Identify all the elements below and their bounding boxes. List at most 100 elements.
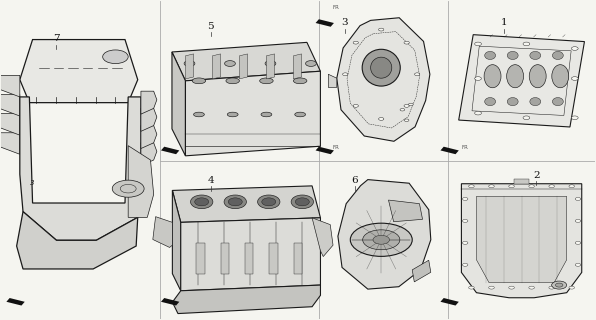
Ellipse shape [260,78,273,84]
Ellipse shape [507,52,518,60]
Polygon shape [240,54,247,79]
Ellipse shape [371,57,392,78]
Text: 6: 6 [352,176,358,185]
Ellipse shape [484,65,501,88]
Circle shape [468,286,474,289]
Ellipse shape [552,65,569,88]
Polygon shape [172,190,181,291]
Polygon shape [337,18,430,141]
Ellipse shape [485,52,496,60]
Circle shape [569,185,575,188]
Circle shape [575,197,581,200]
Circle shape [489,185,494,188]
Polygon shape [172,285,321,314]
Circle shape [462,241,468,244]
Polygon shape [269,243,278,274]
Ellipse shape [262,198,276,206]
Polygon shape [221,243,229,274]
Ellipse shape [485,98,496,106]
Polygon shape [212,54,221,79]
Circle shape [509,286,514,289]
Ellipse shape [224,195,246,209]
Polygon shape [476,196,567,283]
Circle shape [572,77,578,80]
Circle shape [552,281,567,289]
Text: 7: 7 [53,35,60,44]
Polygon shape [172,186,321,222]
Polygon shape [128,146,154,217]
Polygon shape [153,217,172,247]
Circle shape [549,286,554,289]
Circle shape [225,60,235,67]
Text: 3: 3 [30,180,35,186]
Circle shape [404,41,409,44]
Circle shape [378,117,384,120]
Circle shape [462,263,468,266]
Ellipse shape [552,52,563,60]
Polygon shape [338,180,431,289]
Circle shape [529,286,535,289]
Circle shape [404,104,409,107]
Circle shape [575,220,581,222]
Polygon shape [245,243,253,274]
Polygon shape [0,133,20,154]
Circle shape [103,50,128,64]
Polygon shape [161,147,179,154]
Ellipse shape [295,112,306,117]
Polygon shape [294,243,302,274]
Circle shape [575,241,581,244]
Ellipse shape [191,195,213,209]
Polygon shape [141,108,157,131]
Circle shape [572,116,578,120]
Text: FR: FR [333,146,339,150]
Circle shape [343,73,348,76]
Circle shape [569,286,575,289]
Ellipse shape [529,65,546,88]
Polygon shape [315,147,334,154]
Ellipse shape [295,198,309,206]
Text: 1: 1 [501,19,507,28]
Polygon shape [266,54,275,79]
Circle shape [572,47,578,50]
Ellipse shape [507,65,524,88]
Polygon shape [0,94,20,116]
Ellipse shape [194,112,204,117]
Ellipse shape [362,49,401,86]
Polygon shape [440,147,459,154]
Polygon shape [315,19,334,27]
Circle shape [408,103,413,106]
Polygon shape [141,143,157,166]
Circle shape [353,41,358,44]
Circle shape [184,60,195,67]
Circle shape [489,286,494,289]
Text: 4: 4 [207,176,214,185]
Polygon shape [20,97,141,240]
Circle shape [400,108,405,111]
Polygon shape [141,91,157,114]
Polygon shape [293,54,302,79]
Polygon shape [459,35,585,127]
Polygon shape [161,298,179,306]
Circle shape [474,42,482,46]
Circle shape [509,185,514,188]
Text: 3: 3 [342,19,348,28]
Circle shape [462,197,468,200]
Ellipse shape [192,78,206,84]
Polygon shape [312,218,333,257]
Text: FR: FR [461,146,468,150]
Polygon shape [196,243,204,274]
Polygon shape [0,114,20,135]
Ellipse shape [552,98,563,106]
Ellipse shape [530,98,541,106]
Polygon shape [389,200,423,222]
Polygon shape [7,298,25,306]
Ellipse shape [530,52,541,60]
Circle shape [555,283,563,287]
Text: 5: 5 [207,22,214,31]
Polygon shape [0,76,20,97]
Circle shape [462,220,468,222]
Circle shape [353,104,358,107]
Circle shape [306,60,316,67]
Polygon shape [440,298,459,306]
Ellipse shape [228,198,242,206]
